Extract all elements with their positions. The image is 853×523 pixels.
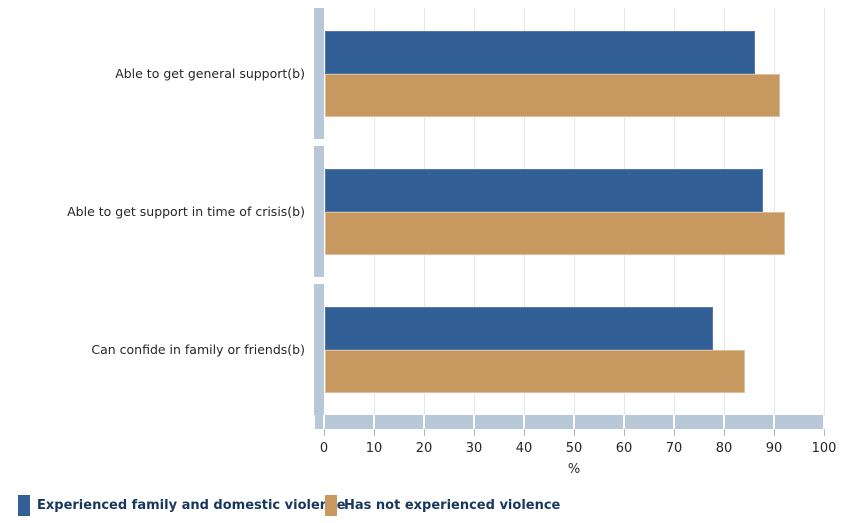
x-tick-label-70: 70 xyxy=(665,441,683,456)
gridline-90 xyxy=(774,8,775,415)
gridline-100 xyxy=(824,8,825,415)
x-tick-mark-50 xyxy=(574,429,575,436)
legend-label: Has not experienced violence xyxy=(344,497,561,513)
x-tick-mark-0 xyxy=(324,429,325,436)
axis-band-tick-gap xyxy=(523,415,525,429)
x-tick-mark-10 xyxy=(374,429,375,436)
legend-label: Experienced family and domestic violence xyxy=(37,497,346,513)
axis-band-tick-gap xyxy=(773,415,775,429)
bar-not-experienced-violence xyxy=(325,74,780,117)
bar-experienced-violence xyxy=(325,307,713,350)
category-label: Able to get general support(b) xyxy=(115,65,305,81)
x-tick-mark-80 xyxy=(724,429,725,436)
x-tick-label-50: 50 xyxy=(565,441,583,456)
bar-experienced-violence xyxy=(325,169,763,212)
axis-band-tick-gap xyxy=(623,415,625,429)
x-tick-mark-70 xyxy=(674,429,675,436)
x-tick-label-40: 40 xyxy=(515,441,533,456)
legend-item-experienced-violence: Experienced family and domestic violence xyxy=(18,494,346,516)
category-label: Able to get support in time of crisis(b) xyxy=(67,203,305,219)
axis-band-tick-gap xyxy=(723,415,725,429)
x-tick-label-10: 10 xyxy=(365,441,383,456)
x-tick-mark-60 xyxy=(624,429,625,436)
x-tick-mark-100 xyxy=(824,429,825,436)
x-tick-label-60: 60 xyxy=(615,441,633,456)
legend-swatch xyxy=(325,494,337,516)
y-axis-band-segment xyxy=(314,284,324,415)
axis-band-tick-gap xyxy=(823,415,825,429)
axis-band-tick-gap xyxy=(373,415,375,429)
x-tick-mark-20 xyxy=(424,429,425,436)
axis-band-tick-gap xyxy=(323,415,325,429)
category-label: Can confide in family or friends(b) xyxy=(91,341,305,357)
axis-band-tick-gap xyxy=(573,415,575,429)
x-tick-mark-40 xyxy=(524,429,525,436)
bar-not-experienced-violence xyxy=(325,212,785,255)
y-axis-band-segment xyxy=(314,8,324,139)
x-tick-label-0: 0 xyxy=(319,441,329,456)
x-tick-label-100: 100 xyxy=(811,441,837,456)
x-tick-label-80: 80 xyxy=(715,441,733,456)
x-tick-label-90: 90 xyxy=(765,441,783,456)
x-tick-mark-30 xyxy=(474,429,475,436)
axis-band-tick-gap xyxy=(473,415,475,429)
legend-swatch xyxy=(18,494,30,516)
axis-band-tick-gap xyxy=(423,415,425,429)
x-axis-band xyxy=(315,415,825,429)
x-axis-title: % xyxy=(567,462,581,477)
x-tick-label-20: 20 xyxy=(415,441,433,456)
axis-band-tick-gap xyxy=(673,415,675,429)
bar-not-experienced-violence xyxy=(325,350,745,393)
legend-item-not-experienced-violence: Has not experienced violence xyxy=(325,494,560,516)
x-tick-label-30: 30 xyxy=(465,441,483,456)
y-axis-band-segment xyxy=(314,146,324,277)
x-tick-mark-90 xyxy=(774,429,775,436)
bar-experienced-violence xyxy=(325,31,755,74)
